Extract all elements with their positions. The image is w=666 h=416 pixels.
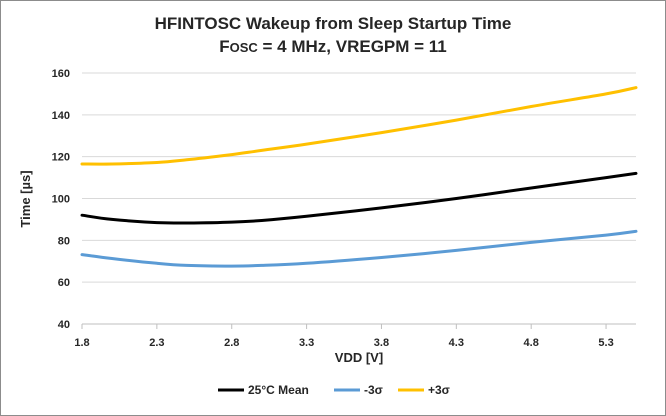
x-tick-label: 2.3 <box>149 337 164 349</box>
y-tick-label: 40 <box>58 319 70 331</box>
series-lines <box>80 86 638 268</box>
legend-label-3: +3σ <box>428 383 450 397</box>
y-tick-label: 140 <box>52 110 70 122</box>
subtitle-f: F <box>219 37 230 56</box>
x-axis-ticks: 1.8 2.3 2.8 3.3 3.8 4.3 4.8 5.3 <box>74 324 614 349</box>
x-tick-label: 4.3 <box>449 337 464 349</box>
y-tick-label: 100 <box>52 194 70 206</box>
x-tick-label: 3.8 <box>374 337 389 349</box>
y-axis-ticks: 40 60 80 100 120 140 160 <box>52 68 70 331</box>
x-axis-label: VDD [V] <box>335 350 383 365</box>
y-tick-label: 60 <box>58 277 70 289</box>
x-tick-label: 1.8 <box>74 337 89 349</box>
y-tick-label: 160 <box>52 68 70 80</box>
y-tick-label: 80 <box>58 235 70 247</box>
legend-label-2: -3σ <box>364 383 383 397</box>
chart-title: HFINTOSC Wakeup from Sleep Startup Time <box>154 14 512 33</box>
x-tick-label: 5.3 <box>598 337 613 349</box>
subtitle-osc-subscript: OSC <box>229 40 258 55</box>
y-tick-label: 120 <box>52 152 70 164</box>
x-tick-label: 3.3 <box>299 337 314 349</box>
legend: 25°C Mean -3σ +3σ <box>218 383 450 397</box>
legend-label-1: 25°C Mean <box>248 383 309 397</box>
series-line-1 <box>80 171 638 225</box>
series-line-3 <box>80 86 638 166</box>
chart-subtitle: FOSC = 4 MHz, VREGPM = 11 <box>0 37 666 57</box>
y-axis-label: Time [µs] <box>18 170 33 227</box>
gridlines <box>82 72 636 325</box>
x-tick-label: 4.8 <box>524 337 539 349</box>
series-line-2 <box>80 229 638 268</box>
x-tick-label: 2.8 <box>224 337 239 349</box>
subtitle-rest: = 4 MHz, VREGPM = 11 <box>257 37 447 56</box>
